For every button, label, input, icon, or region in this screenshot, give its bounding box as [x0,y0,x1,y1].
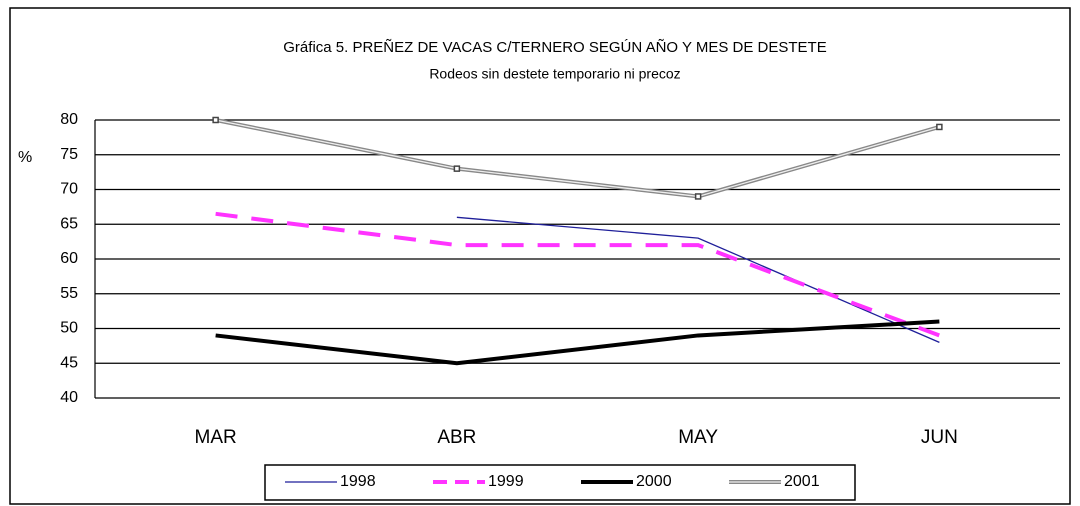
y-tick-label: 60 [60,250,78,267]
x-tick-label: MAY [678,427,718,448]
series-line [215,211,941,338]
point-marker [936,123,943,131]
legend-label: 1998 [340,473,376,490]
y-tick-label: 75 [60,146,78,163]
legend-label: 2000 [636,473,672,490]
y-tick-label: 55 [60,285,78,302]
y-tick-label: 65 [60,215,78,232]
chart-frame [9,7,1071,505]
x-tick-label: JUN [921,427,958,448]
series-line [215,319,940,366]
line-highlight [215,119,940,198]
point-marker [453,165,461,172]
chart-subtitle: Rodeos sin destete temporario ni precoz [429,66,680,82]
legend-label: 1999 [488,473,524,490]
y-axis-label: % [18,149,32,166]
x-tick-label: MAR [195,427,237,448]
point-marker [694,193,702,200]
legend-label: 2001 [784,473,820,490]
chart-title: Gráfica 5. PREÑEZ DE VACAS C/TERNERO SEG… [283,39,826,56]
x-tick-label: ABR [437,427,476,448]
series-line [456,216,940,343]
y-tick-label: 40 [60,389,78,406]
y-tick-label: 50 [60,320,78,337]
point-marker [212,116,219,124]
y-tick-label: 45 [60,354,78,371]
y-tick-label: 80 [60,111,78,128]
y-tick-label: 70 [60,181,78,198]
